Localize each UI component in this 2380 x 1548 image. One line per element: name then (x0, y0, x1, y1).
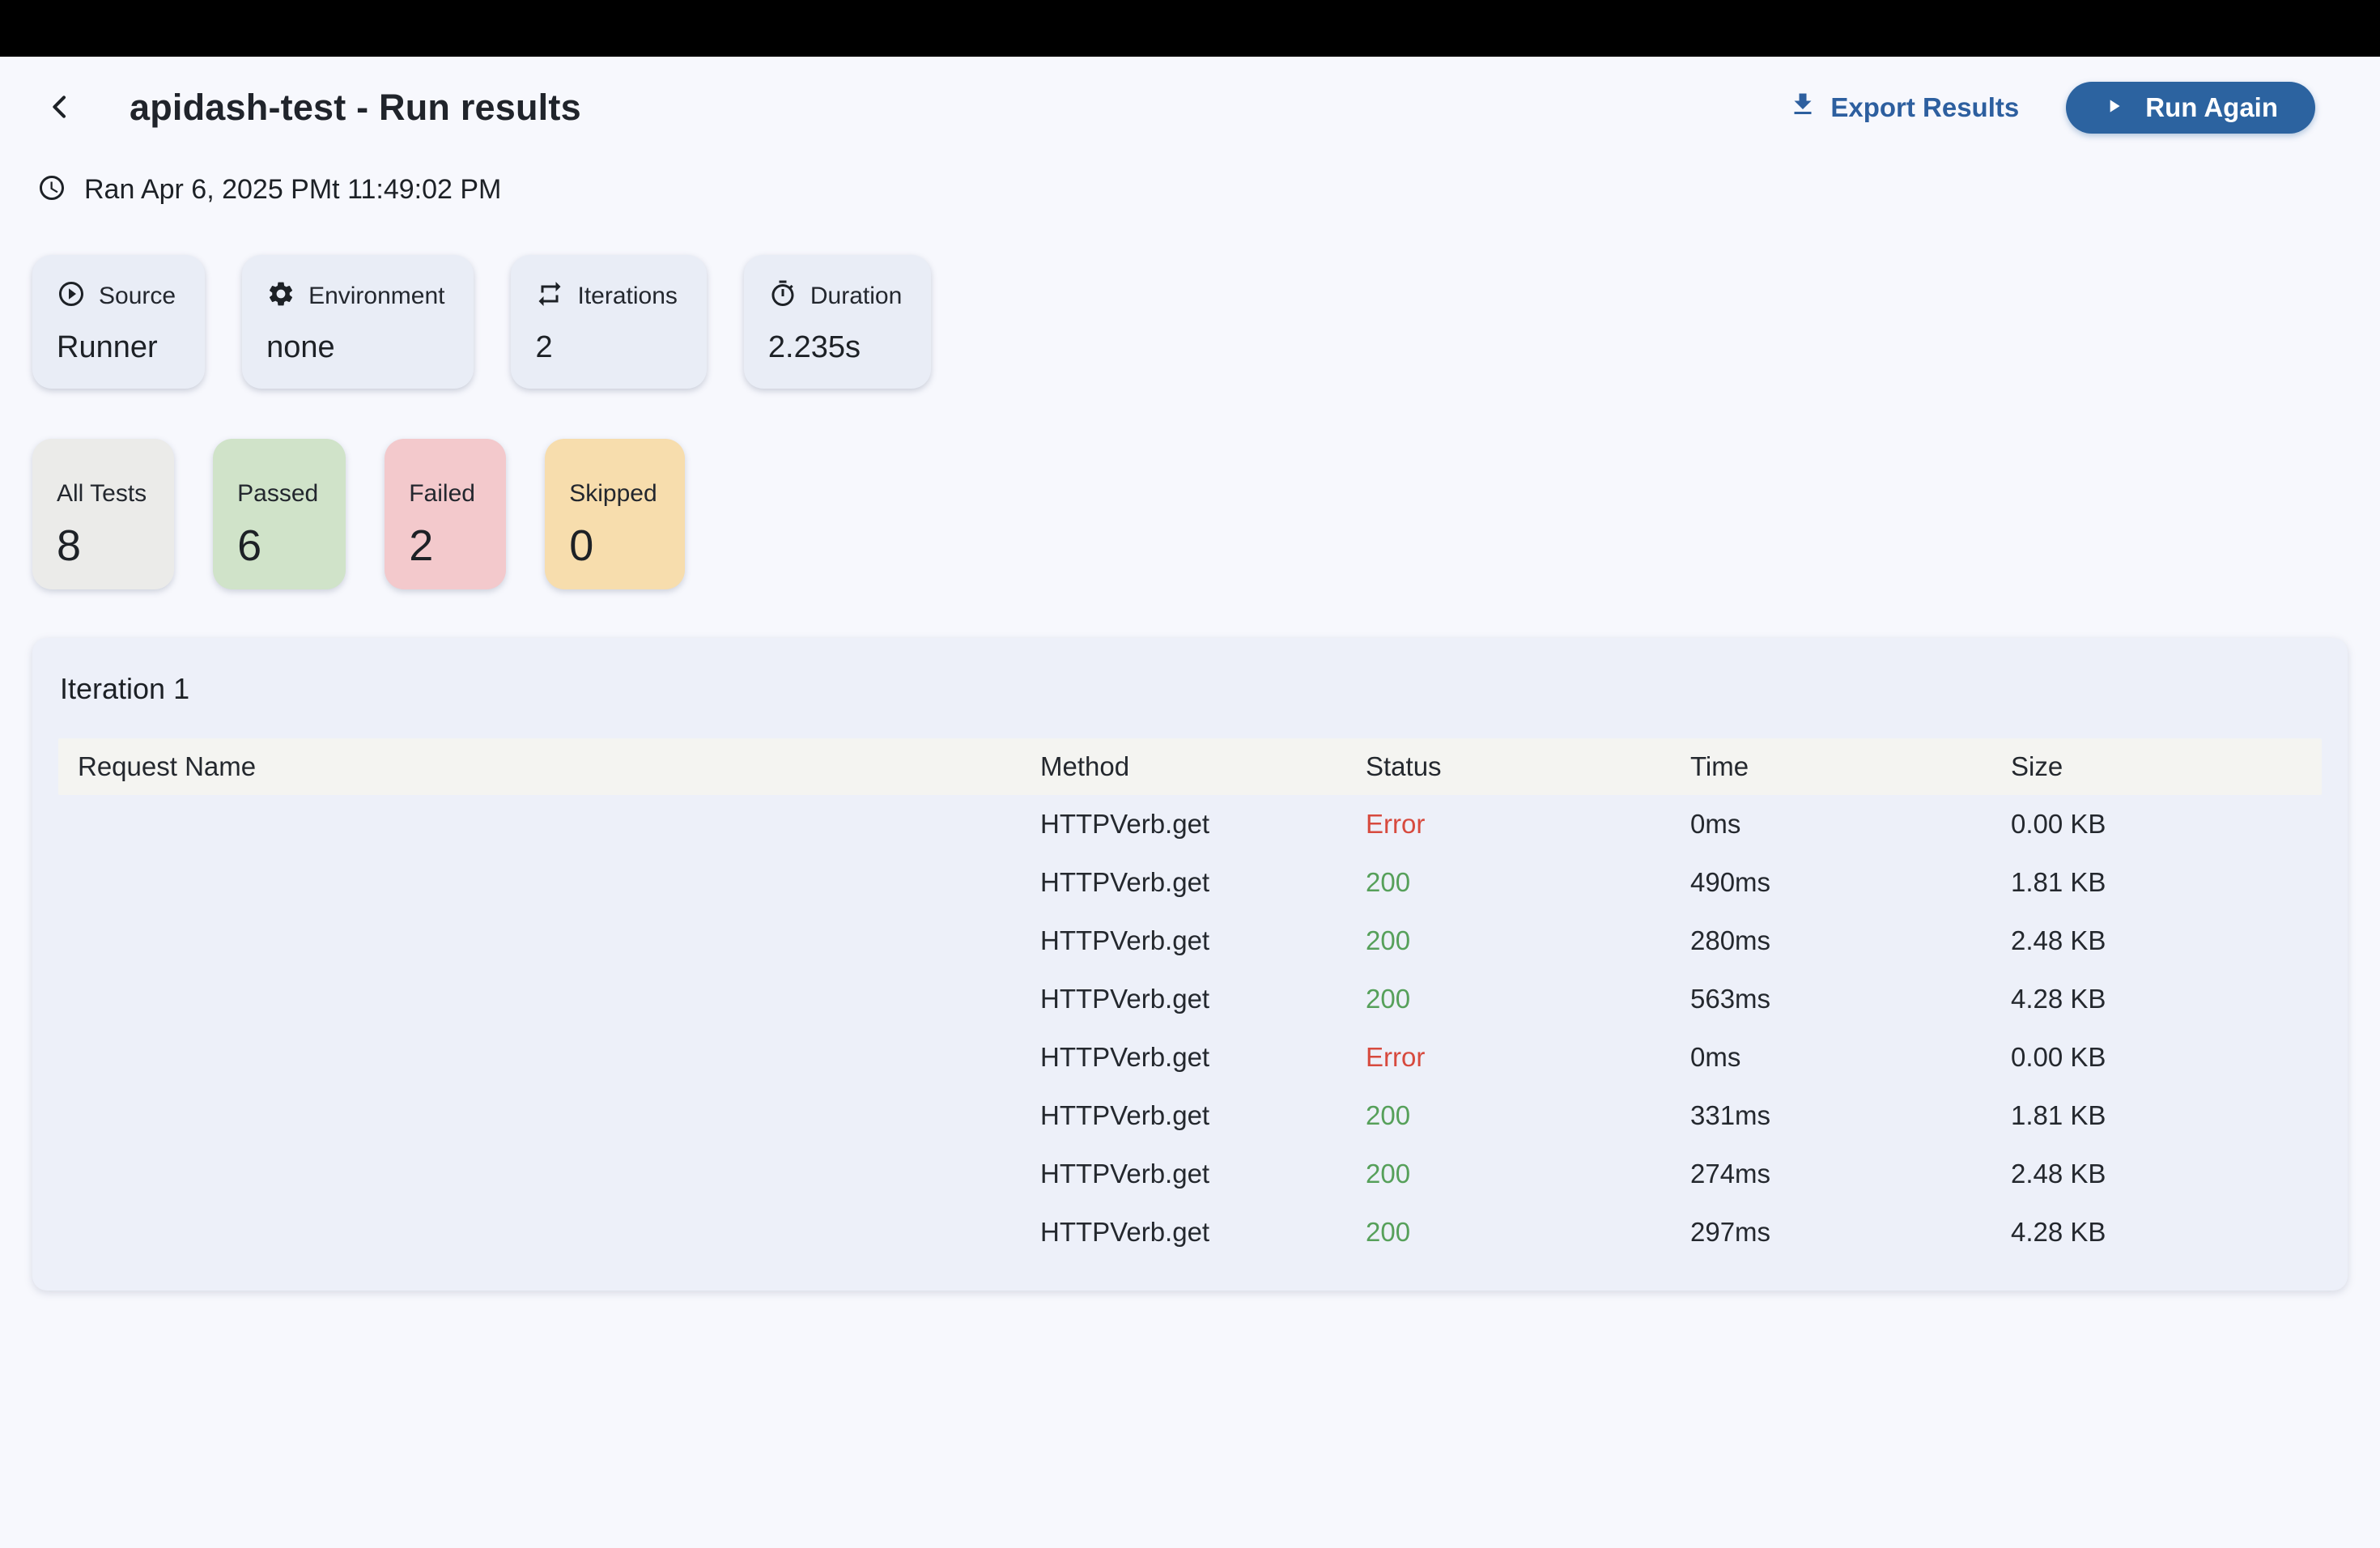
table-row[interactable]: HTTPVerb.get Error 0ms 0.00 KB (58, 1028, 2322, 1087)
time-cell: 274ms (1690, 1159, 1771, 1189)
iteration-panel: Iteration 1 Request Name Method Status T… (32, 638, 2348, 1291)
source-label: Source (99, 282, 176, 309)
table-row[interactable]: HTTPVerb.get 200 331ms 1.81 KB (58, 1087, 2322, 1145)
duration-label: Duration (810, 282, 903, 309)
clock-icon (37, 173, 66, 206)
chevron-left-icon (44, 91, 76, 125)
skipped-label: Skipped (569, 480, 657, 507)
table-row[interactable]: HTTPVerb.get 200 490ms 1.81 KB (58, 853, 2322, 912)
results-table-header: Request Name Method Status Time Size (58, 738, 2322, 795)
passed-card[interactable]: Passed 6 (213, 439, 346, 589)
environment-label: Environment (308, 282, 445, 309)
method-cell: HTTPVerb.get (1040, 809, 1210, 839)
page-header: apidash-test - Run results Export Result… (37, 79, 2315, 136)
failed-count: 2 (409, 521, 434, 570)
duration-value: 2.235s (767, 330, 861, 364)
passed-label: Passed (237, 480, 319, 507)
status-cell: 200 (1366, 925, 1411, 955)
all-tests-card[interactable]: All Tests 8 (32, 439, 175, 589)
download-icon (1788, 90, 1817, 125)
column-header-request-name: Request Name (78, 751, 257, 781)
environment-card: Environment none (242, 255, 474, 389)
source-card: Source Runner (32, 255, 206, 389)
status-cell: Error (1366, 809, 1426, 839)
time-cell: 0ms (1690, 809, 1741, 839)
column-header-method: Method (1040, 751, 1130, 781)
time-cell: 297ms (1690, 1217, 1771, 1247)
size-cell: 1.81 KB (2011, 867, 2106, 897)
skipped-count: 0 (569, 521, 594, 570)
run-timestamp-text: Ran Apr 6, 2025 PMt 11:49:02 PM (84, 174, 502, 205)
run-again-button[interactable]: Run Again (2066, 82, 2315, 134)
environment-value: none (266, 330, 335, 364)
results-table-body: HTTPVerb.get Error 0ms 0.00 KB HTTPVerb.… (58, 795, 2322, 1261)
play-circle-icon (57, 279, 86, 313)
status-cell: 200 (1366, 867, 1411, 897)
source-value: Runner (57, 330, 158, 364)
page-title: apidash-test - Run results (130, 87, 581, 128)
table-row[interactable]: HTTPVerb.get Error 0ms 0.00 KB (58, 795, 2322, 853)
column-header-size: Size (2011, 751, 2063, 781)
method-cell: HTTPVerb.get (1040, 925, 1210, 955)
skipped-card[interactable]: Skipped 0 (545, 439, 685, 589)
failed-card[interactable]: Failed 2 (385, 439, 507, 589)
table-row[interactable]: HTTPVerb.get 200 274ms 2.48 KB (58, 1145, 2322, 1203)
size-cell: 2.48 KB (2011, 925, 2106, 955)
repeat-icon (535, 279, 564, 313)
back-button[interactable] (37, 85, 83, 130)
all-tests-label: All Tests (57, 480, 147, 507)
size-cell: 0.00 KB (2011, 1042, 2106, 1072)
duration-card: Duration 2.235s (743, 255, 932, 389)
export-results-label: Export Results (1830, 92, 2020, 122)
window-top-bar (0, 0, 2380, 57)
time-cell: 0ms (1690, 1042, 1741, 1072)
table-row[interactable]: HTTPVerb.get 200 563ms 4.28 KB (58, 970, 2322, 1028)
table-row[interactable]: HTTPVerb.get 200 297ms 4.28 KB (58, 1203, 2322, 1261)
status-cell: 200 (1366, 1100, 1411, 1130)
run-info-cards: Source Runner Environment none Iteration… (32, 255, 2380, 389)
method-cell: HTTPVerb.get (1040, 1100, 1210, 1130)
iterations-label: Iterations (577, 282, 678, 309)
size-cell: 2.48 KB (2011, 1159, 2106, 1189)
test-stat-cards: All Tests 8 Passed 6 Failed 2 Skipped 0 (32, 439, 2380, 589)
run-timestamp: Ran Apr 6, 2025 PMt 11:49:02 PM (37, 173, 2380, 206)
method-cell: HTTPVerb.get (1040, 867, 1210, 897)
export-results-button[interactable]: Export Results (1788, 90, 2019, 125)
status-cell: 200 (1366, 1159, 1411, 1189)
time-cell: 563ms (1690, 984, 1771, 1014)
size-cell: 4.28 KB (2011, 984, 2106, 1014)
time-cell: 331ms (1690, 1100, 1771, 1130)
stopwatch-icon (768, 279, 797, 313)
time-cell: 490ms (1690, 867, 1771, 897)
method-cell: HTTPVerb.get (1040, 1217, 1210, 1247)
iterations-card: Iterations 2 (511, 255, 707, 389)
column-header-status: Status (1366, 751, 1442, 781)
size-cell: 1.81 KB (2011, 1100, 2106, 1130)
gear-icon (266, 279, 295, 313)
time-cell: 280ms (1690, 925, 1771, 955)
run-again-label: Run Again (2145, 92, 2278, 122)
status-cell: 200 (1366, 984, 1411, 1014)
method-cell: HTTPVerb.get (1040, 1159, 1210, 1189)
play-icon (2103, 92, 2124, 123)
method-cell: HTTPVerb.get (1040, 1042, 1210, 1072)
iteration-title: Iteration 1 (60, 672, 190, 705)
size-cell: 0.00 KB (2011, 809, 2106, 839)
passed-count: 6 (237, 521, 262, 570)
method-cell: HTTPVerb.get (1040, 984, 1210, 1014)
status-cell: Error (1366, 1042, 1426, 1072)
all-tests-count: 8 (57, 521, 82, 570)
table-row[interactable]: HTTPVerb.get 200 280ms 2.48 KB (58, 912, 2322, 970)
column-header-time: Time (1690, 751, 1749, 781)
status-cell: 200 (1366, 1217, 1411, 1247)
size-cell: 4.28 KB (2011, 1217, 2106, 1247)
failed-label: Failed (409, 480, 475, 507)
iterations-value: 2 (535, 330, 553, 364)
